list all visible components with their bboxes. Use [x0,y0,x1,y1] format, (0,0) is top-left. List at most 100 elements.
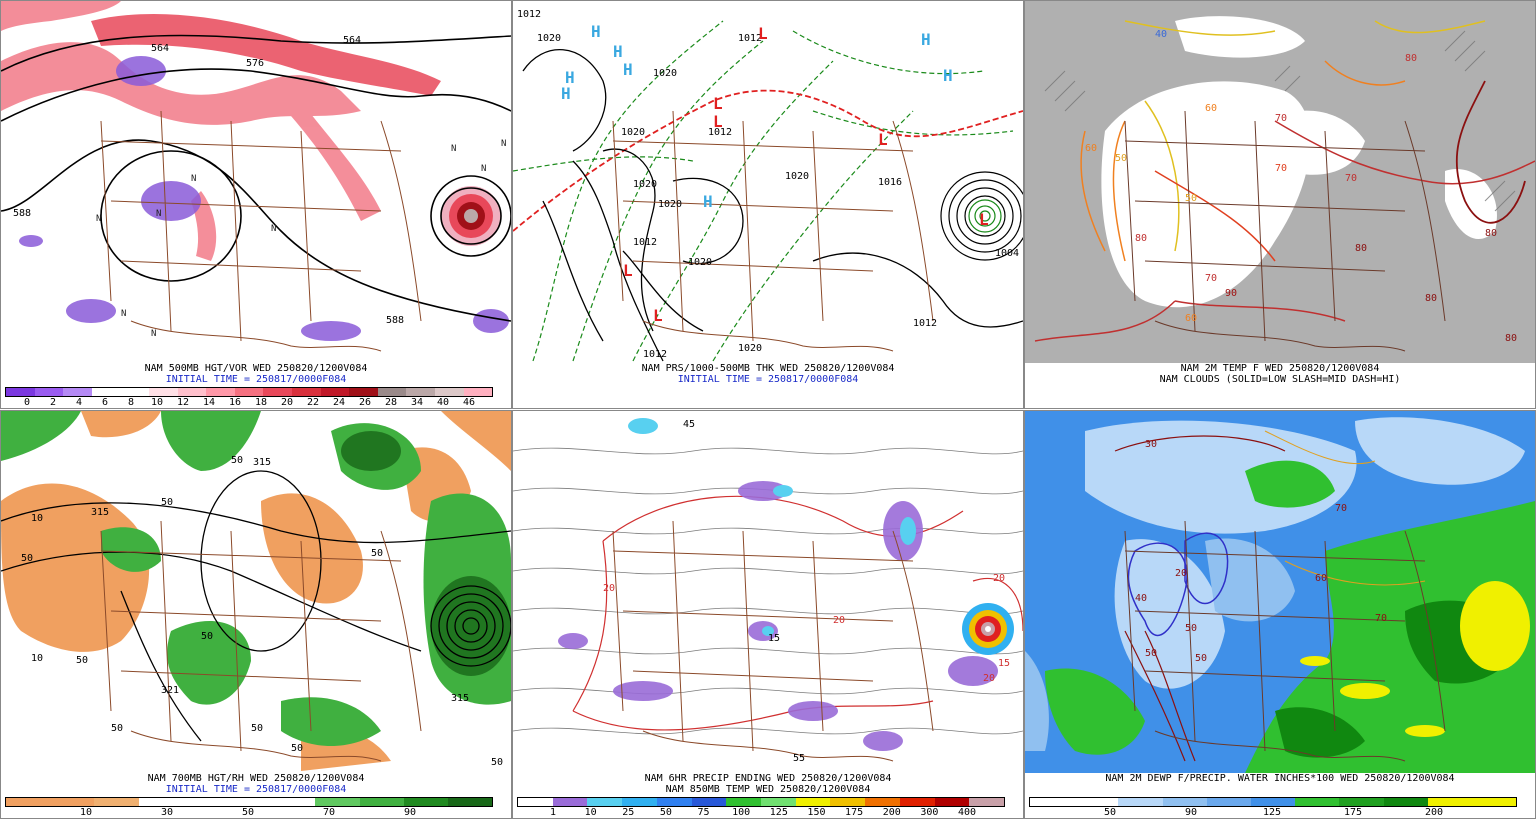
colorbar-tick-label: 50 [659,807,672,818]
p2-label-7: 1020 [633,179,657,190]
p4-colorbar [5,797,493,807]
colorbar-swatch [447,798,493,806]
colorbar-swatch [182,798,227,806]
p4-label-10: 10 [31,513,43,524]
p4-colorbar-ticks: 10 30 50 70 90 [5,807,491,818]
p2-label-8: 1016 [878,177,902,188]
p2-label-29: L [653,306,663,325]
colorbar-tick-label: 22 [306,397,320,408]
panel-2m-temp-clouds: 40 50 50 60 70 70 70 80 80 80 80 80 80 7… [1024,0,1536,409]
colorbar-swatch [91,388,121,396]
p6-label-1: 50 [1185,623,1197,634]
p1-colorbar [5,387,493,397]
map-dewpoint-precip-water: 40 50 50 50 60 70 70 20 30 [1025,411,1535,773]
p5-label-3: 20 [603,583,615,594]
colorbar-swatch [518,798,553,806]
colorbar-tick-label: 75 [697,807,710,818]
colorbar-tick-label: 50 [241,807,255,818]
p5-colorbar-ticks: 1 10 25 50 75 100 125 150 175 200 300 400 [517,807,1003,818]
colorbar-swatch [50,798,95,806]
panel-700mb-hgt-rh: 315 315 315 50 50 50 50 50 50 10 10 50 5… [0,410,512,819]
colorbar-swatch [34,388,64,396]
colorbar-swatch [1339,798,1384,806]
colorbar-tick-label: 90 [1184,807,1198,818]
colorbar-swatch [1074,798,1119,806]
colorbar-swatch [552,798,588,806]
colorbar-tick-label: 150 [807,807,826,818]
colorbar-swatch [1295,798,1340,806]
colorbar-swatch [463,388,493,396]
colorbar-swatch [406,388,435,396]
p6-label-6: 70 [1335,503,1347,514]
p3-label-3: 60 [1085,143,1097,154]
colorbar-swatch [830,798,866,806]
p1-label-12: N [151,329,156,339]
p1-label-0: 564 [151,43,169,54]
map-precip-850mb-temp: 45 55 15 20 20 20 20 15 [513,411,1023,773]
p6-colorbar [1029,797,1517,807]
colorbar-swatch [63,388,92,396]
colorbar-tick-label: 50 [1103,807,1117,818]
colorbar-tick-label: 90 [403,807,417,818]
p3-label-7: 80 [1355,243,1367,254]
p2-label-10: 1004 [995,248,1019,259]
p5-label-7: 15 [998,658,1010,669]
p5-label-2: 15 [768,633,780,644]
p1-init-time: INITIAL TIME = 250817/0000F084 [165,374,347,385]
p2-label-20: H [561,84,571,103]
colorbar-tick-label: 400 [957,807,977,818]
colorbar-swatch [865,798,900,806]
p4-label-12: 50 [371,548,383,559]
colorbar-swatch [6,388,35,396]
p5-label-5: 20 [983,673,995,684]
p3-label-2: 50 [1185,193,1197,204]
p4-title: NAM 700MB HGT/RH WED 250820/1200V084 [147,773,365,784]
p2-label-3: 1012 [708,127,732,138]
p2-label-5: 1012 [738,33,762,44]
p2-label-15: 1020 [688,257,712,268]
colorbar-swatch [120,388,149,396]
colorbar-swatch [148,388,178,396]
colorbar-tick-label: 175 [1343,807,1363,818]
p1-title: NAM 500MB HGT/VOR WED 250820/1200V084 [144,363,368,374]
p6-label-0: 40 [1135,593,1147,604]
colorbar-swatch [315,798,360,806]
p6-label-4: 60 [1315,573,1327,584]
p3-label-16: 90 [1225,288,1237,299]
p3-label-12: 80 [1405,53,1417,64]
colorbar-tick-label: 18 [254,397,268,408]
p3-label-9: 80 [1485,228,1497,239]
map-pressure-thickness: 1012 1020 1020 1012 1020 1012 1020 1020 … [513,1,1023,363]
p5-subtitle: NAM 850MB TEMP WED 250820/1200V084 [665,784,871,795]
colorbar-swatch [726,798,762,806]
p2-label-1: 1020 [537,33,561,44]
p4-label-4: 50 [161,497,173,508]
p2-label-14: 1020 [658,199,682,210]
p4-label-0: 315 [91,507,109,518]
p2-init-time: INITIAL TIME = 250817/0000F084 [677,374,859,385]
p1-label-6: N [156,209,161,219]
p5-title: NAM 6HR PRECIP ENDING WED 250820/1200V08… [644,773,892,784]
colorbar-swatch [226,798,272,806]
p1-colorbar-ticks: 0 2 4 6 8 10 12 14 16 18 20 22 24 26 28 34 40 46 [5,397,491,408]
p4-label-8: 50 [291,743,303,754]
map-2m-temperature-clouds: 40 50 50 60 70 70 70 80 80 80 80 80 80 7… [1025,1,1535,363]
p3-label-10: 80 [1505,333,1517,344]
p6-label-5: 70 [1375,613,1387,624]
colorbar-tick-label: 2 [49,397,57,408]
colorbar-swatch [138,798,183,806]
colorbar-tick-label: 0 [23,397,31,408]
p2-label-18: H [623,60,633,79]
colorbar-swatch [691,798,727,806]
p2-label-12: 1012 [643,349,667,360]
p4-label-2: 315 [451,693,469,704]
colorbar-tick-label: 125 [1262,807,1282,818]
map-500mb-vorticity: 564 576 588 588 564 N N N N N N N N N [1,1,511,363]
colorbar-tick-label: 1 [549,807,557,818]
colorbar-tick-label: 10 [150,397,164,408]
p2-label-4: 1020 [621,127,645,138]
panel-500mb-hgt-vor: 564 576 588 588 564 N N N N N N N N N NA… [0,0,512,409]
colorbar-tick-label: 46 [462,397,476,408]
colorbar-swatch [377,388,407,396]
p1-label-13: N [271,224,276,234]
